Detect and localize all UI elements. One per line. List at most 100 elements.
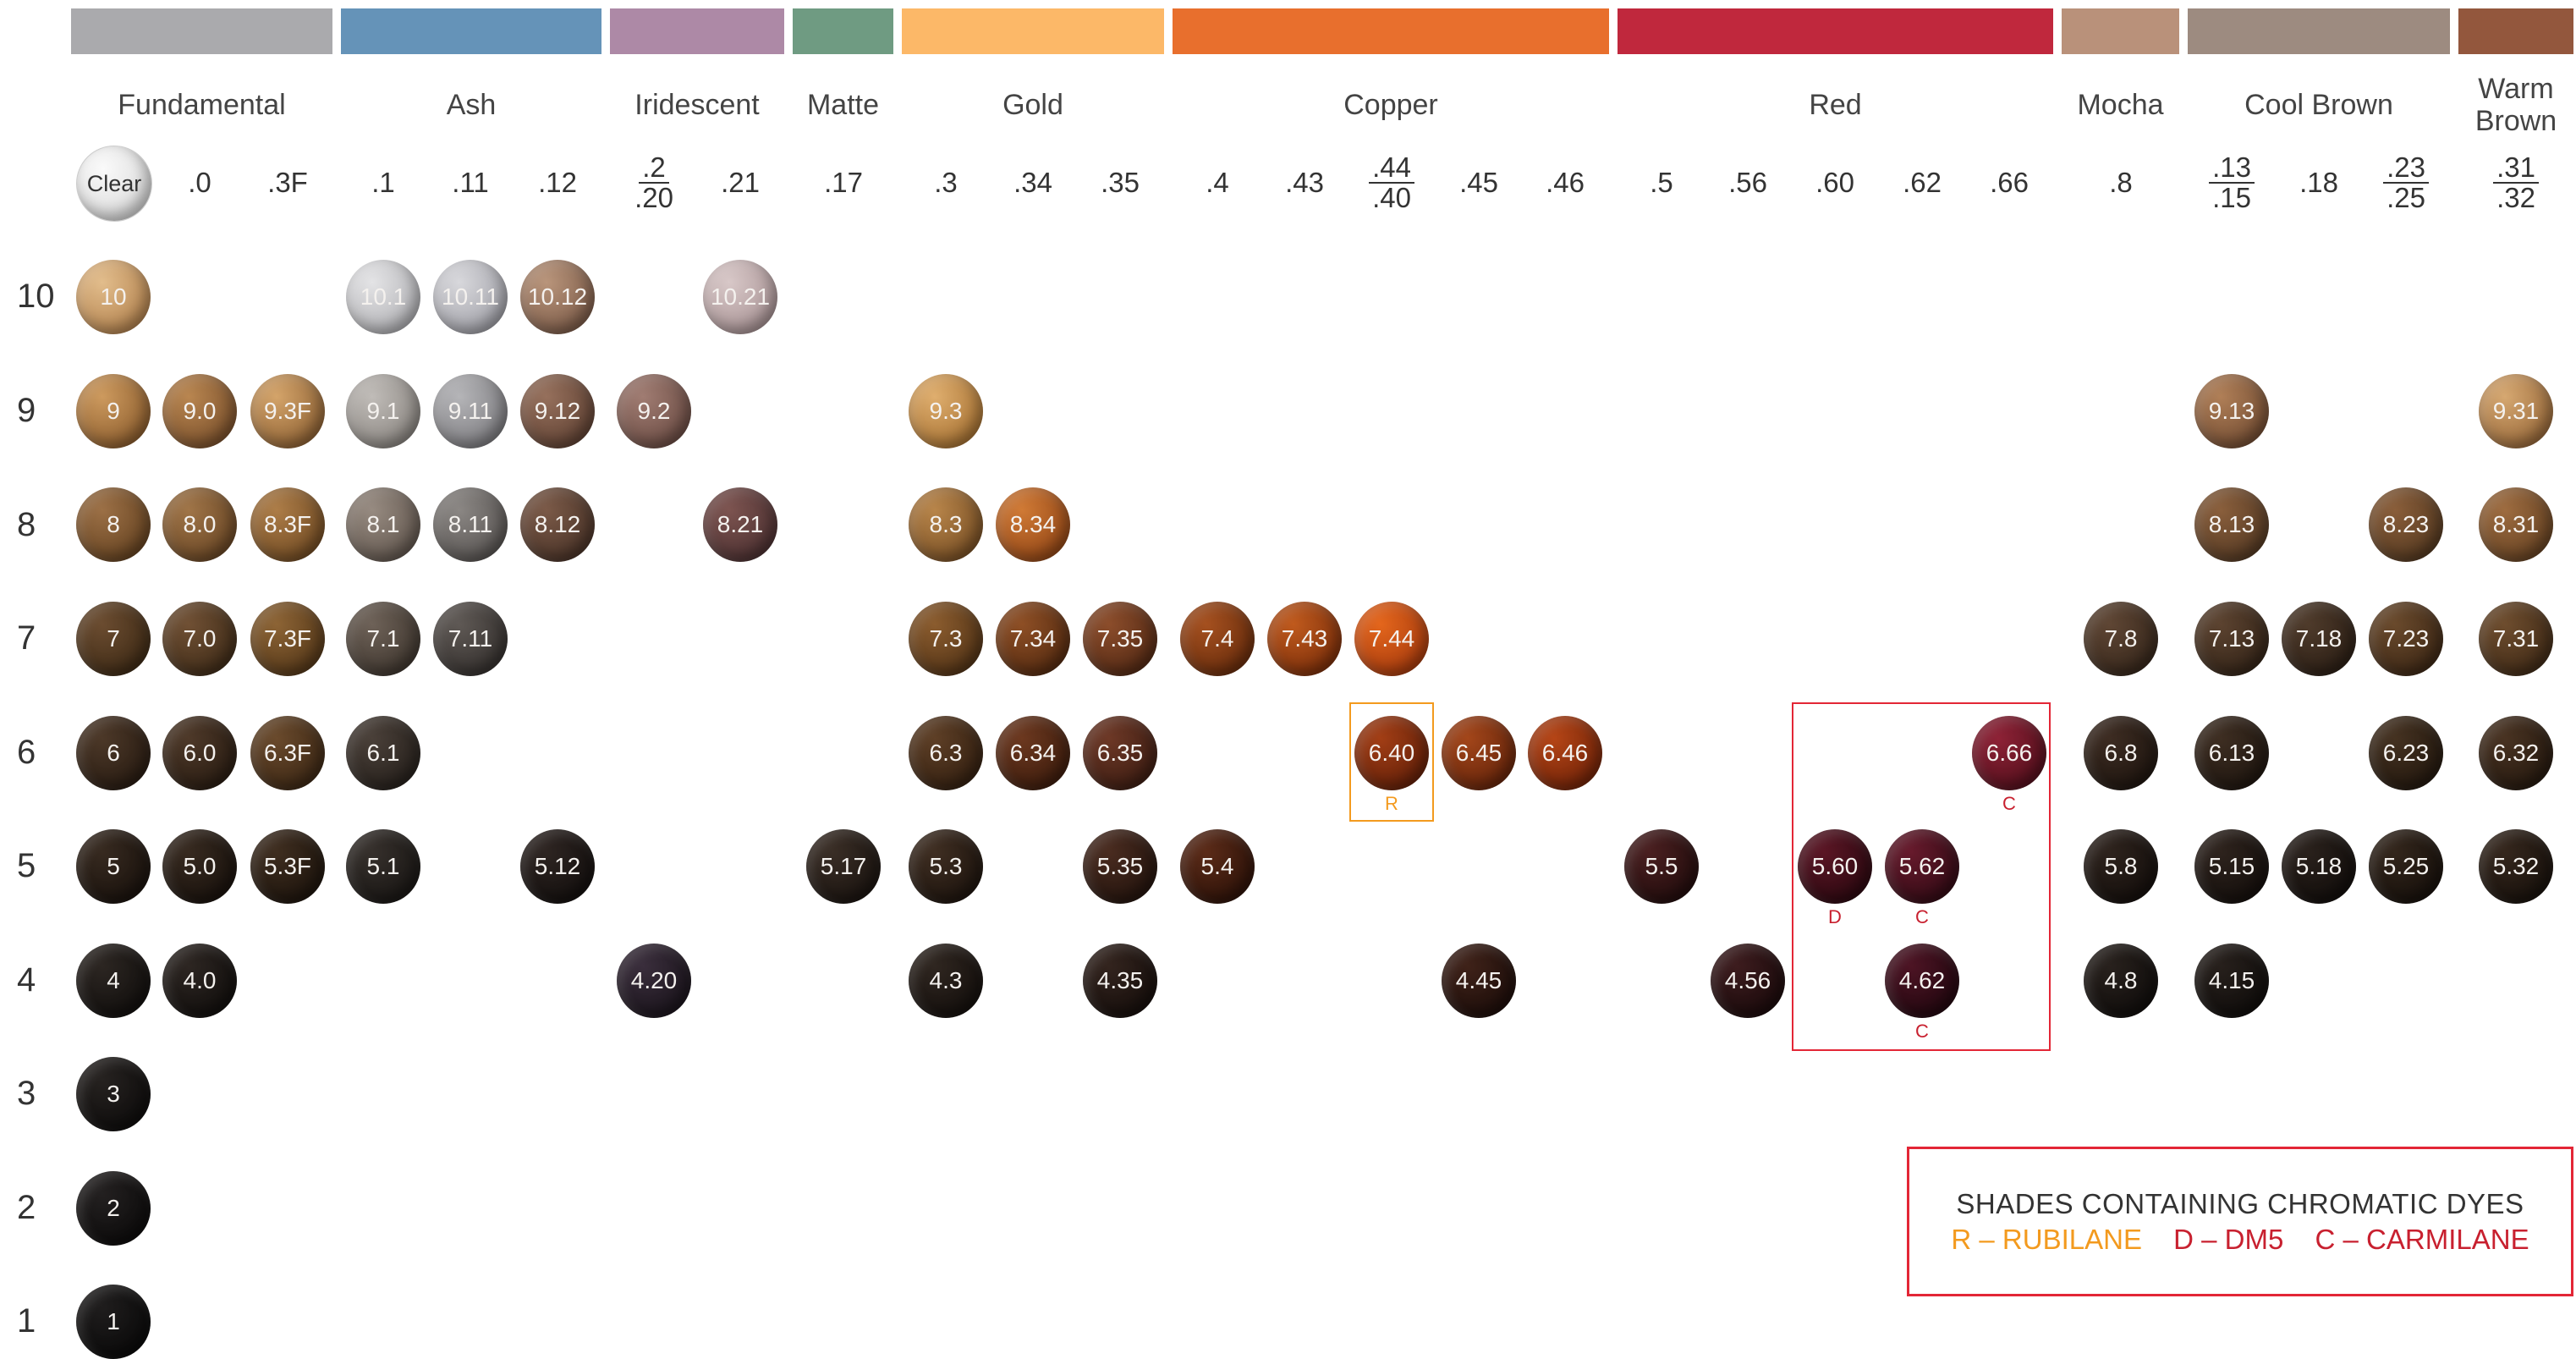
- shade-swatch[interactable]: 5.3F: [250, 829, 325, 904]
- shade-swatch[interactable]: 8.3: [909, 487, 983, 562]
- shade-swatch[interactable]: 6.23: [2369, 716, 2443, 790]
- shade-swatch[interactable]: 5.5: [1624, 829, 1699, 904]
- shade-swatch[interactable]: 6.46: [1528, 716, 1602, 790]
- shade-swatch[interactable]: 5.12: [520, 829, 595, 904]
- shade-swatch[interactable]: 4.56: [1711, 944, 1785, 1018]
- shade-swatch[interactable]: 9.11: [433, 374, 508, 448]
- shade-swatch[interactable]: 4.0: [162, 944, 237, 1018]
- shade-swatch[interactable]: 9.3: [909, 374, 983, 448]
- shade-swatch[interactable]: 6.3: [909, 716, 983, 790]
- shade-swatch[interactable]: 8.11: [433, 487, 508, 562]
- shade-swatch[interactable]: 6.8: [2084, 716, 2158, 790]
- shade-swatch[interactable]: 5.17: [806, 829, 881, 904]
- shade-swatch[interactable]: 5.15: [2194, 829, 2269, 904]
- shade-swatch[interactable]: 7.0: [162, 602, 237, 676]
- column-code: .21: [721, 167, 760, 198]
- shade-swatch[interactable]: 7.8: [2084, 602, 2158, 676]
- column-code: .66: [1990, 167, 2029, 198]
- column-code: .4: [1206, 167, 1229, 198]
- shade-swatch[interactable]: 1: [76, 1285, 151, 1359]
- shade-swatch[interactable]: 9: [76, 374, 151, 448]
- column-code: .5: [1650, 167, 1673, 198]
- legend-entries: R – RUBILANE D – DM5 C – CARMILANE: [1951, 1224, 2529, 1256]
- shade-swatch-clear[interactable]: Clear: [76, 146, 152, 222]
- shade-swatch[interactable]: 6.0: [162, 716, 237, 790]
- shade-swatch[interactable]: 6.66: [1972, 716, 2046, 790]
- shade-swatch[interactable]: 9.2: [617, 374, 691, 448]
- shade-swatch[interactable]: 7.23: [2369, 602, 2443, 676]
- shade-swatch[interactable]: 7.43: [1267, 602, 1342, 676]
- shade-swatch[interactable]: 9.3F: [250, 374, 325, 448]
- shade-swatch[interactable]: 5.62: [1885, 829, 1959, 904]
- shade-swatch[interactable]: 6.40: [1354, 716, 1429, 790]
- shade-swatch[interactable]: 6: [76, 716, 151, 790]
- shade-swatch[interactable]: 5.0: [162, 829, 237, 904]
- column-code: .35: [1101, 167, 1140, 198]
- shade-swatch[interactable]: 7.18: [2282, 602, 2356, 676]
- shade-swatch[interactable]: 8.23: [2369, 487, 2443, 562]
- shade-swatch[interactable]: 6.32: [2479, 716, 2553, 790]
- shade-swatch[interactable]: 8.0: [162, 487, 237, 562]
- shade-swatch[interactable]: 8.1: [346, 487, 420, 562]
- shade-swatch[interactable]: 9.1: [346, 374, 420, 448]
- shade-swatch[interactable]: 5.8: [2084, 829, 2158, 904]
- shade-swatch[interactable]: 5.3: [909, 829, 983, 904]
- shade-swatch[interactable]: 8.3F: [250, 487, 325, 562]
- shade-swatch[interactable]: 7.44: [1354, 602, 1429, 676]
- level-label: 1: [17, 1302, 36, 1340]
- shade-swatch[interactable]: 9.31: [2479, 374, 2553, 448]
- shade-swatch[interactable]: 7: [76, 602, 151, 676]
- shade-swatch[interactable]: 8.31: [2479, 487, 2553, 562]
- shade-swatch[interactable]: 10: [76, 260, 151, 334]
- dye-mark-r: R: [1385, 793, 1398, 814]
- shade-swatch[interactable]: 6.13: [2194, 716, 2269, 790]
- shade-swatch[interactable]: 7.3: [909, 602, 983, 676]
- shade-swatch[interactable]: 2: [76, 1171, 151, 1246]
- shade-swatch[interactable]: 5.4: [1180, 829, 1255, 904]
- shade-swatch[interactable]: 4: [76, 944, 151, 1018]
- shade-swatch[interactable]: 6.34: [996, 716, 1070, 790]
- shade-swatch[interactable]: 8.13: [2194, 487, 2269, 562]
- shade-swatch[interactable]: 8: [76, 487, 151, 562]
- shade-swatch[interactable]: 5.25: [2369, 829, 2443, 904]
- shade-swatch[interactable]: 7.4: [1180, 602, 1255, 676]
- shade-swatch[interactable]: 7.31: [2479, 602, 2553, 676]
- shade-swatch[interactable]: 4.35: [1083, 944, 1157, 1018]
- shade-swatch[interactable]: 5.1: [346, 829, 420, 904]
- shade-swatch[interactable]: 4.45: [1442, 944, 1516, 1018]
- shade-swatch[interactable]: 5.60: [1798, 829, 1872, 904]
- bar-mocha: [2062, 8, 2179, 54]
- shade-swatch[interactable]: 7.13: [2194, 602, 2269, 676]
- shade-swatch[interactable]: 5.18: [2282, 829, 2356, 904]
- shade-swatch[interactable]: 10.11: [433, 260, 508, 334]
- shade-swatch[interactable]: 7.34: [996, 602, 1070, 676]
- shade-swatch[interactable]: 6.1: [346, 716, 420, 790]
- shade-swatch[interactable]: 6.45: [1442, 716, 1516, 790]
- shade-swatch[interactable]: 9.12: [520, 374, 595, 448]
- shade-swatch[interactable]: 7.3F: [250, 602, 325, 676]
- shade-swatch[interactable]: 4.8: [2084, 944, 2158, 1018]
- shade-swatch[interactable]: 10.12: [520, 260, 595, 334]
- shade-swatch[interactable]: 4.62: [1885, 944, 1959, 1018]
- shade-swatch[interactable]: 5: [76, 829, 151, 904]
- shade-swatch[interactable]: 7.11: [433, 602, 508, 676]
- shade-swatch[interactable]: 5.32: [2479, 829, 2553, 904]
- level-label: 3: [17, 1075, 36, 1112]
- shade-swatch[interactable]: 3: [76, 1057, 151, 1131]
- shade-swatch[interactable]: 6.35: [1083, 716, 1157, 790]
- shade-swatch[interactable]: 4.20: [617, 944, 691, 1018]
- shade-swatch[interactable]: 9.13: [2194, 374, 2269, 448]
- shade-swatch[interactable]: 7.1: [346, 602, 420, 676]
- shade-swatch[interactable]: 4.3: [909, 944, 983, 1018]
- column-code: .0: [188, 167, 211, 198]
- shade-swatch[interactable]: 6.3F: [250, 716, 325, 790]
- shade-swatch[interactable]: 8.21: [703, 487, 777, 562]
- shade-swatch[interactable]: 5.35: [1083, 829, 1157, 904]
- shade-swatch[interactable]: 8.34: [996, 487, 1070, 562]
- shade-swatch[interactable]: 7.35: [1083, 602, 1157, 676]
- shade-swatch[interactable]: 9.0: [162, 374, 237, 448]
- shade-swatch[interactable]: 10.21: [703, 260, 777, 334]
- shade-swatch[interactable]: 10.1: [346, 260, 420, 334]
- shade-swatch[interactable]: 4.15: [2194, 944, 2269, 1018]
- shade-swatch[interactable]: 8.12: [520, 487, 595, 562]
